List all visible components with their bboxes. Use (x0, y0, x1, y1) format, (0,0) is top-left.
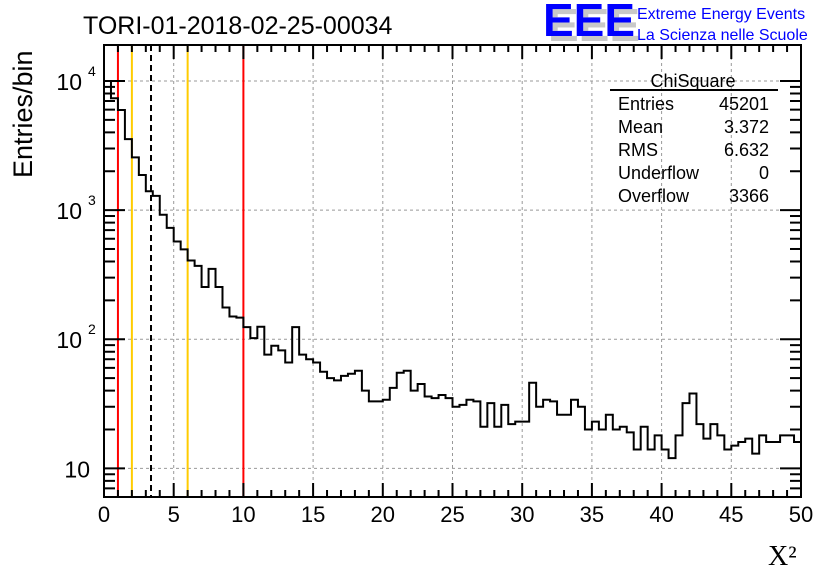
stats-value: 6.632 (724, 140, 769, 160)
logo-line2: La Scienza nelle Scuole (637, 27, 808, 44)
stats-label: Mean (618, 117, 663, 137)
chart-title: TORI-01-2018-02-25-00034 (83, 12, 393, 40)
grid (104, 45, 801, 497)
axis-ticks (103, 45, 802, 498)
y-tick-exponent: 4 (88, 63, 96, 79)
stats-title: ChiSquare (650, 71, 735, 91)
logo-letters: EEE (543, 0, 635, 46)
stats-label: Entries (618, 94, 674, 114)
y-tick-labels: 10 10 2 10 3 10 4 (56, 63, 96, 482)
stats-value: 45201 (719, 94, 769, 114)
stats-value: 3.372 (724, 117, 769, 137)
x-tick-label: 0 (98, 502, 110, 527)
x-tick-label: 5 (168, 502, 180, 527)
x-tick-labels: 0 5 10 15 20 25 30 35 40 45 50 (98, 502, 813, 527)
y-tick-exponent: 2 (88, 321, 96, 337)
x-tick-label: 40 (649, 502, 673, 527)
stats-value: 3366 (729, 186, 769, 206)
stats-value: 0 (759, 163, 769, 183)
y-tick-label: 10 (56, 327, 82, 353)
stats-label: RMS (618, 140, 658, 160)
x-axis-label: X² (768, 541, 797, 572)
x-tick-label: 50 (789, 502, 813, 527)
y-tick-label: 10 (56, 69, 82, 95)
x-tick-label: 10 (231, 502, 255, 527)
y-tick-label: 10 (56, 198, 82, 224)
y-axis-label: Entries/bin (8, 50, 38, 178)
histogram-step-line (104, 79, 801, 460)
x-tick-label: 15 (301, 502, 325, 527)
x-tick-label: 45 (719, 502, 743, 527)
eee-logo: EEE Extreme Energy Events La Scienza nel… (543, 0, 808, 46)
logo-line1: Extreme Energy Events (637, 6, 805, 23)
stats-label: Underflow (618, 163, 700, 183)
stats-box: ChiSquare Entries 45201 Mean 3.372 RMS 6.632 U… (610, 71, 778, 206)
y-tick-exponent: 3 (88, 192, 96, 208)
stats-label: Overflow (618, 186, 690, 206)
marker-lines (116, 45, 245, 497)
x-tick-label: 30 (510, 502, 534, 527)
x-tick-label: 25 (440, 502, 464, 527)
x-tick-label: 20 (371, 502, 395, 527)
x-tick-label: 35 (580, 502, 604, 527)
y-tick-label: 10 (64, 456, 90, 482)
